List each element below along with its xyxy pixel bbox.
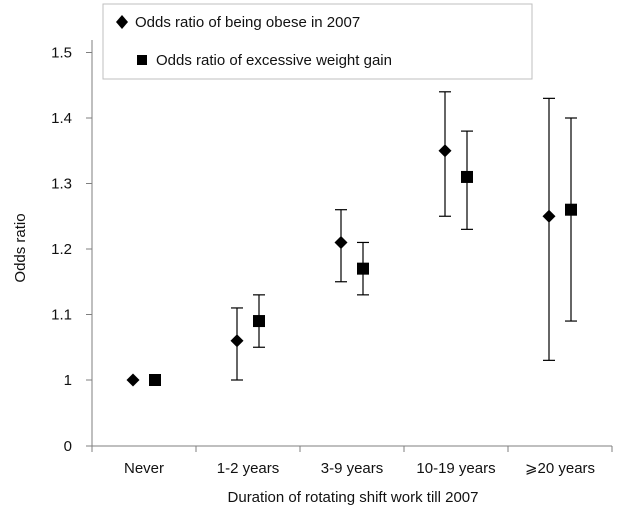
data-point-square bbox=[357, 262, 369, 275]
data-point-square bbox=[149, 374, 161, 386]
data-point-diamond bbox=[334, 235, 348, 249]
y-tick-label: 1 bbox=[64, 372, 72, 389]
y-tick-label: 0 bbox=[64, 438, 72, 455]
data-point-diamond bbox=[542, 209, 556, 223]
y-tick-label: 1.5 bbox=[51, 45, 72, 62]
y-tick-label: 1.1 bbox=[51, 307, 72, 324]
x-tick-label: 1-2 years bbox=[217, 460, 280, 477]
data-point-square bbox=[565, 203, 577, 216]
legend-label-series-1: Odds ratio of being obese in 2007 bbox=[135, 14, 360, 31]
chart-axes: 0 1 1.1 1.2 1.3 1.4 1.5 Never 1-2 years 3-9 years… bbox=[51, 40, 613, 477]
x-tick-label: ⩾20 years bbox=[525, 460, 595, 477]
x-tick-label: 3-9 years bbox=[321, 460, 384, 477]
legend-marker-diamond bbox=[116, 15, 128, 29]
legend-marker-square bbox=[137, 55, 147, 65]
chart-marks bbox=[126, 91, 577, 387]
x-tick-label: Never bbox=[124, 460, 164, 477]
y-tick-label: 1.3 bbox=[51, 176, 72, 193]
data-point-square bbox=[253, 315, 265, 328]
x-axis-title: Duration of rotating shift work till 200… bbox=[228, 489, 479, 506]
legend: Odds ratio of being obese in 2007 Odds r… bbox=[102, 3, 533, 80]
y-tick-label: 1.2 bbox=[51, 241, 72, 258]
x-tick-label: 10-19 years bbox=[416, 460, 495, 477]
legend-label-series-2: Odds ratio of excessive weight gain bbox=[156, 52, 392, 69]
data-point-square bbox=[461, 170, 473, 183]
data-point-diamond bbox=[230, 334, 244, 348]
legend-box bbox=[102, 3, 533, 80]
y-tick-label: 1.4 bbox=[51, 110, 72, 127]
data-point-diamond bbox=[126, 373, 140, 387]
data-point-diamond bbox=[438, 144, 452, 158]
y-axis-title: Odds ratio bbox=[12, 213, 29, 282]
